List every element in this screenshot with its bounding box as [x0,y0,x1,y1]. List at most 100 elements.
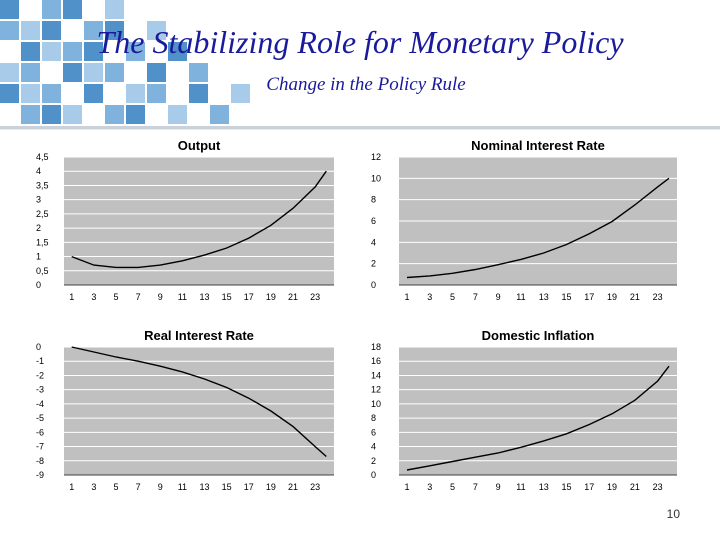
decorative-square [0,21,19,40]
y-tick-label: 0 [36,342,41,352]
y-tick-label: 16 [371,356,381,366]
decorative-square [21,84,40,103]
y-tick-label: 12 [371,385,381,395]
decorative-square [147,21,166,40]
y-tick-label: 8 [371,413,376,423]
decorative-square [0,63,19,82]
x-tick-label: 5 [450,482,455,492]
decorative-square [168,42,187,61]
x-tick-label: 15 [222,482,232,492]
decorative-square [189,63,208,82]
x-tick-label: 17 [244,482,254,492]
y-tick-label: -7 [36,442,44,452]
decorative-square [84,63,103,82]
x-tick-label: 19 [607,292,617,302]
plot-area [64,347,334,475]
x-tick-label: 15 [561,482,571,492]
x-tick-label: 17 [584,482,594,492]
x-tick-label: 9 [158,292,163,302]
x-tick-label: 13 [539,482,549,492]
y-tick-label: 3,5 [36,180,49,190]
x-tick-label: 3 [427,482,432,492]
decorative-square [147,63,166,82]
y-tick-label: 8 [371,195,376,205]
decorative-square [21,42,40,61]
y-tick-label: 18 [371,342,381,352]
x-tick-label: 15 [222,292,232,302]
x-tick-label: 21 [288,292,298,302]
x-tick-label: 13 [539,292,549,302]
x-tick-label: 21 [630,292,640,302]
slide-subtitle: Change in the Policy Rule [266,74,466,95]
x-tick-label: 5 [114,482,119,492]
decorative-square [21,105,40,124]
decorative-square [63,105,82,124]
x-tick-label: 13 [200,482,210,492]
plot-area [399,347,677,475]
y-tick-label: 0 [371,280,376,290]
x-tick-label: 23 [310,292,320,302]
x-tick-label: 19 [266,482,276,492]
y-tick-label: 1 [36,252,41,262]
real-interest-rate-chart: Real Interest Rate-9-8-7-6-5-4-3-2-101 3 5… [36,328,334,492]
decorative-square [63,42,82,61]
decorative-square [231,84,250,103]
decorative-square [42,105,61,124]
x-tick-label: 21 [630,482,640,492]
y-tick-label: -2 [36,370,44,380]
x-tick-label: 5 [114,292,119,302]
x-tick-label: 1 [404,482,409,492]
y-tick-label: 2 [371,259,376,269]
x-tick-label: 11 [178,292,187,302]
x-tick-label: 19 [607,482,617,492]
y-tick-label: 3 [36,195,41,205]
y-tick-label: 2 [36,223,41,233]
decorative-square [126,105,145,124]
nominal-interest-rate-line [406,177,670,279]
y-tick-label: 10 [371,399,381,409]
x-tick-label: 9 [158,482,163,492]
x-tick-label: 7 [473,482,478,492]
x-tick-label: 19 [266,292,276,302]
decorative-square [63,63,82,82]
decorative-square [105,105,124,124]
decorative-square [84,42,103,61]
x-tick-label: 21 [288,482,298,492]
x-tick-label: 5 [450,292,455,302]
decorative-square [42,84,61,103]
chart-title: Nominal Interest Rate [471,138,605,153]
decorative-square [105,63,124,82]
x-tick-label: 9 [496,482,501,492]
decorative-square [147,84,166,103]
y-tick-label: -6 [36,427,44,437]
x-tick-label: 1 [404,292,409,302]
decorative-square [168,105,187,124]
x-tick-label: 17 [584,292,594,302]
x-tick-label: 7 [136,482,141,492]
decorative-square [42,42,61,61]
y-tick-label: 10 [371,173,381,183]
y-tick-label: 4 [371,237,376,247]
slide-title: The Stabilizing Role for Monetary Policy [96,24,624,60]
decorative-square [126,42,145,61]
page-number: 10 [666,507,680,521]
x-tick-label: 9 [496,292,501,302]
x-tick-label: 23 [653,292,663,302]
decorative-square-mosaic [0,0,720,130]
chart-title: Real Interest Rate [144,328,254,343]
y-tick-label: 4,5 [36,152,49,162]
y-tick-label: 1,5 [36,237,49,247]
decorative-square [105,21,124,40]
x-tick-label: 23 [653,482,663,492]
x-tick-label: 3 [91,482,96,492]
x-tick-label: 17 [244,292,254,302]
plot-area [64,157,334,285]
chart-title: Domestic Inflation [482,328,595,343]
decorative-square [0,84,19,103]
x-tick-label: 7 [473,292,478,302]
decorative-square [105,0,124,19]
decorative-square [42,21,61,40]
chart-title: Output [178,138,221,153]
